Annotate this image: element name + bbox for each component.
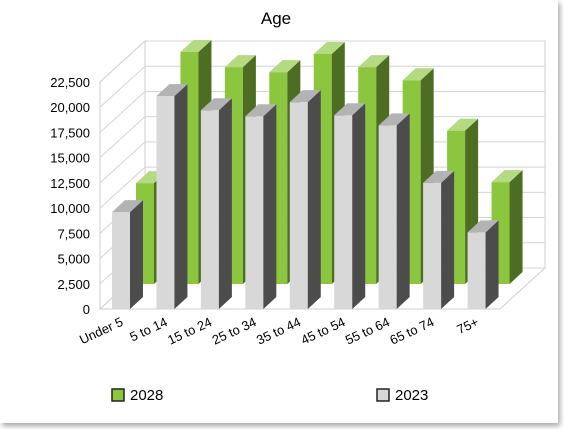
bar-2023 bbox=[200, 98, 232, 309]
bar-2023-top bbox=[289, 90, 321, 103]
x-tick-label: 35 to 44 bbox=[254, 314, 303, 347]
bar-2023 bbox=[378, 113, 410, 309]
bar-2028-top bbox=[491, 170, 523, 183]
y-tick-label: 7,500 bbox=[57, 226, 90, 241]
bar-2028-top bbox=[180, 39, 212, 52]
bar-2023-top bbox=[156, 84, 188, 97]
legend: 2028 2023 bbox=[111, 387, 428, 404]
y-axis-labels: 0 2,500 5,000 7,500 10,000 12,500 15,000 17,500… bbox=[50, 75, 90, 317]
bar-2023-side bbox=[218, 98, 232, 309]
bar-2023 bbox=[156, 84, 188, 309]
bar-2028-top bbox=[402, 68, 434, 81]
bar-2023 bbox=[289, 90, 321, 309]
bar-2023-top bbox=[467, 220, 499, 233]
bar-2023-side bbox=[174, 84, 188, 309]
bar-2023-side bbox=[485, 220, 499, 309]
y-tick-label: 2,500 bbox=[57, 277, 90, 292]
y-tick-label: 12,500 bbox=[50, 176, 90, 191]
x-tick-label: Under 5 bbox=[77, 314, 125, 347]
bars-layer bbox=[112, 39, 523, 310]
bar-2023 bbox=[112, 200, 143, 309]
bar-2023-front bbox=[200, 110, 219, 309]
bar-2023-top bbox=[112, 200, 143, 213]
bar-2023-top bbox=[245, 104, 277, 117]
bar-2023-side bbox=[263, 104, 277, 310]
x-tick-label: 45 to 54 bbox=[299, 314, 348, 347]
x-tick-label: 25 to 34 bbox=[210, 314, 259, 347]
legend-swatch-2028 bbox=[111, 388, 125, 402]
bar-2023-front bbox=[245, 116, 264, 310]
x-tick-label: 15 to 24 bbox=[165, 314, 214, 347]
bar-2023-front bbox=[112, 212, 130, 309]
bar-2028-top bbox=[447, 118, 479, 131]
x-tick-label: 55 to 64 bbox=[343, 314, 392, 347]
bar-2023-top bbox=[334, 103, 366, 116]
legend-swatch-2023 bbox=[376, 388, 390, 402]
bar-2023-side bbox=[396, 113, 410, 309]
x-tick-label: 75+ bbox=[454, 314, 480, 337]
bar-2023-front bbox=[467, 232, 486, 309]
y-tick-label: 0 bbox=[83, 302, 90, 317]
bar-2023-top bbox=[423, 170, 455, 183]
bar-2023 bbox=[467, 220, 499, 309]
bar-2023-side bbox=[352, 103, 366, 309]
legend-label-2028: 2028 bbox=[130, 387, 163, 404]
x-tick-label: 5 to 14 bbox=[127, 314, 169, 344]
bar-2023 bbox=[334, 103, 366, 309]
bar-2023 bbox=[423, 170, 455, 309]
bar-2023 bbox=[245, 104, 277, 310]
y-tick-label: 22,500 bbox=[50, 75, 90, 90]
bar-2023-front bbox=[289, 102, 308, 309]
bar-2023-side bbox=[441, 170, 455, 309]
chart-frame: Age 0 2,500 5,000 7,500 10,000 12,500 15,000 17… bbox=[50, 9, 547, 404]
gridline bbox=[99, 40, 545, 83]
y-tick-label: 15,000 bbox=[50, 151, 90, 166]
y-tick-label: 17,500 bbox=[50, 125, 90, 140]
bar-2023-front bbox=[423, 182, 442, 309]
chart-title: Age bbox=[261, 9, 291, 28]
x-tick-label: 65 to 74 bbox=[387, 314, 436, 347]
bar-2023-top bbox=[200, 98, 232, 111]
bar-2028-side bbox=[509, 170, 523, 284]
bar-2023-front bbox=[334, 115, 353, 309]
y-tick-label: 5,000 bbox=[57, 252, 90, 267]
bar-2028-top bbox=[358, 55, 390, 68]
y-tick-label: 10,000 bbox=[50, 201, 90, 216]
bar-2028-top bbox=[269, 60, 301, 73]
bar-2023-top bbox=[378, 113, 410, 126]
bar-2023-front bbox=[378, 125, 397, 309]
bar-2023-front bbox=[156, 96, 175, 309]
gridline bbox=[99, 65, 545, 108]
bar-2028-top bbox=[313, 41, 345, 54]
bar-2023-side bbox=[130, 200, 143, 309]
legend-label-2023: 2023 bbox=[395, 387, 428, 404]
bar-2028-top bbox=[224, 55, 256, 68]
y-tick-label: 20,000 bbox=[50, 100, 90, 115]
bar-2023-side bbox=[307, 90, 321, 309]
